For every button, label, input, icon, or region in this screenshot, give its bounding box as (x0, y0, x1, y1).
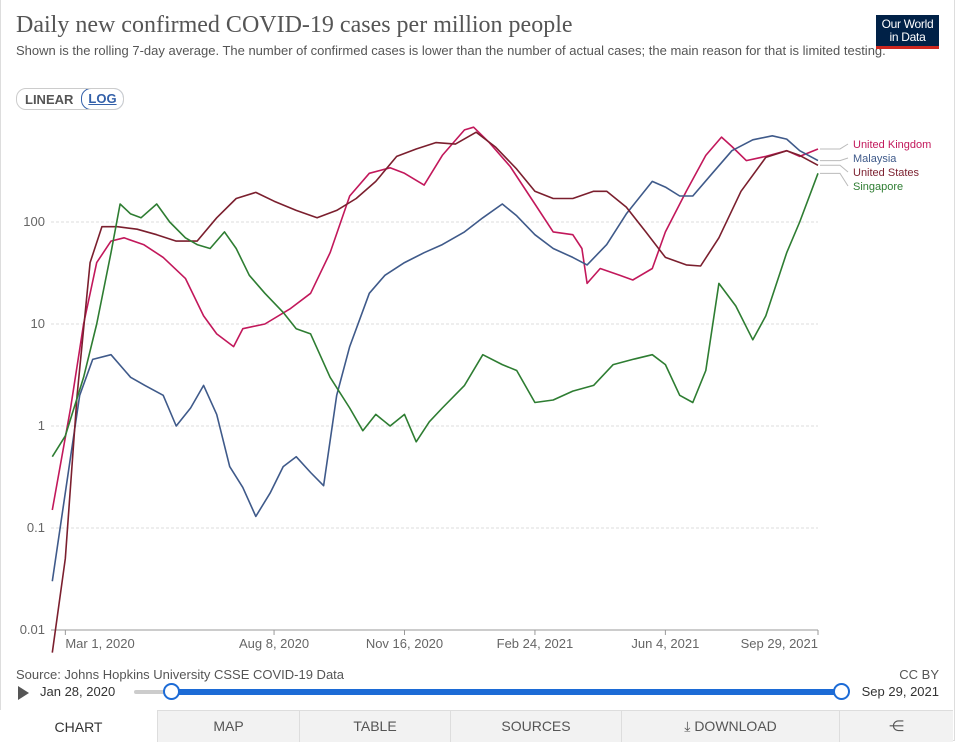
series-lines (51, 126, 819, 653)
tab-sources[interactable]: SOURCES (450, 711, 621, 742)
logo-accent-bar (876, 46, 939, 49)
y-tick-label: 10 (31, 316, 45, 331)
source-text[interactable]: Source: Johns Hopkins University CSSE CO… (16, 667, 345, 682)
linear-scale-button[interactable]: LINEAR (25, 92, 74, 107)
source-note[interactable]: Source: Johns Hopkins University CSSE CO… (16, 667, 344, 682)
tab-download-label: DOWNLOAD (694, 718, 777, 734)
tab-download[interactable]: ⤓ DOWNLOAD (621, 711, 839, 742)
y-tick-label: 1 (38, 418, 45, 433)
x-tick-label: Nov 16, 2020 (366, 636, 443, 651)
y-tick-label: 0.1 (27, 520, 45, 535)
series-line-united-kingdom[interactable] (51, 126, 819, 511)
x-tick-label: Mar 1, 2020 (65, 636, 134, 651)
timeline-slider[interactable]: Jan 28, 2020 Sep 29, 2021 (16, 682, 939, 702)
owid-logo[interactable]: Our World in Data (876, 15, 939, 49)
legend-label[interactable]: Singapore (853, 181, 903, 193)
y-axis: 0.01 0.1 1 10 100 (20, 214, 45, 637)
legend-label[interactable]: United States (853, 167, 920, 179)
series-line-malaysia[interactable] (51, 135, 819, 582)
legend-connector (820, 157, 849, 162)
tab-map[interactable]: MAP (157, 711, 299, 742)
license-link[interactable]: CC BY (899, 667, 939, 682)
tab-chart[interactable]: CHART (0, 710, 157, 742)
x-axis: Mar 1, 2020 Aug 8, 2020 Nov 16, 2020 Feb 24… (51, 629, 819, 651)
x-tick-label: Feb 24, 2021 (497, 636, 574, 651)
y-tick-label: 100 (23, 214, 45, 229)
legend-connector (820, 172, 849, 187)
legend-label[interactable]: United Kingdom (853, 139, 931, 151)
tab-share[interactable]: ⋲ (839, 711, 953, 742)
tab-bar: CHART MAP TABLE SOURCES ⤓ DOWNLOAD ⋲ (0, 710, 953, 742)
timeline-start-date: Jan 28, 2020 (40, 684, 116, 699)
timeline-track[interactable] (134, 690, 178, 694)
share-icon: ⋲ (889, 718, 904, 735)
legend: United Kingdom Malaysia United States Singa… (820, 139, 931, 193)
legend-connector (820, 143, 849, 150)
line-chart[interactable]: 0.01 0.1 1 10 100 Mar 1, 2020 Aug 8, 2020 Nov … (0, 110, 955, 660)
x-tick-label: Aug 8, 2020 (239, 636, 309, 651)
timeline-selected-range[interactable] (172, 689, 842, 695)
series-line-singapore[interactable] (51, 173, 819, 458)
scale-toggle[interactable]: LINEAR LOG (16, 88, 124, 110)
tab-table[interactable]: TABLE (299, 711, 450, 742)
timeline-start-handle[interactable] (163, 683, 180, 700)
logo-line-1: Our World (881, 17, 934, 31)
chart-title: Daily new confirmed COVID-19 cases per m… (16, 12, 573, 38)
series-line-united-states[interactable] (51, 131, 819, 653)
chart-subtitle: Shown is the rolling 7-day average. The … (16, 43, 886, 58)
legend-connector (820, 164, 849, 173)
timeline-end-date: Sep 29, 2021 (861, 684, 939, 699)
logo-line-2: in Data (889, 30, 926, 44)
timeline-end-handle[interactable] (833, 683, 850, 700)
x-tick-label: Jun 4, 2021 (631, 636, 699, 651)
legend-label[interactable]: Malaysia (853, 153, 897, 165)
play-icon[interactable] (18, 686, 29, 700)
log-scale-button[interactable]: LOG (81, 89, 123, 109)
x-tick-label: Sep 29, 2021 (741, 636, 818, 651)
y-tick-label: 0.01 (20, 622, 45, 637)
y-gridlines (51, 221, 818, 631)
download-icon: ⤓ (684, 718, 695, 734)
